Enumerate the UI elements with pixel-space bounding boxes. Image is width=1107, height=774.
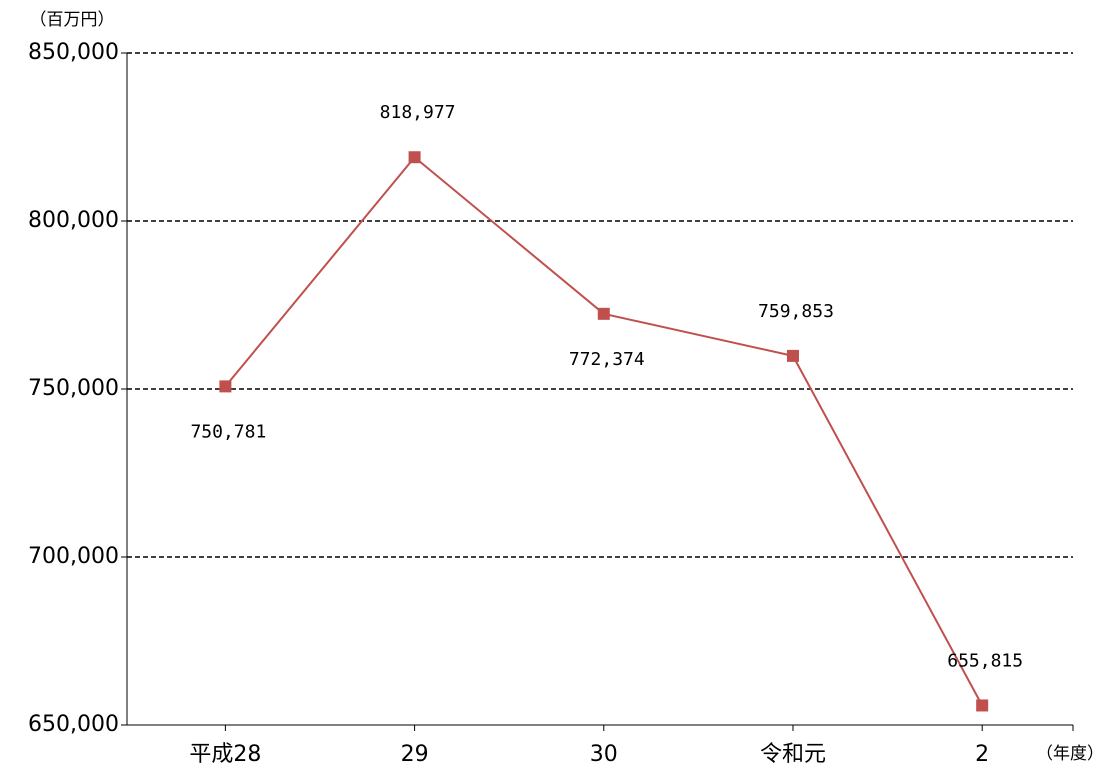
x-axis-label: （年度） [1036,744,1104,764]
data-label: 818,977 [380,102,456,123]
data-label: 655,815 [947,650,1023,671]
y-tick-label: 750,000 [28,376,119,401]
x-tick-label: 2 [975,742,989,767]
series-line [224,155,984,706]
data-point [786,349,799,362]
data-label: 772,374 [569,349,645,370]
y-axis-label: （百万円） [30,10,115,30]
data-label: 759,853 [758,301,834,322]
data-point [219,380,232,393]
data-point [408,151,421,164]
x-tick-label: 平成28 [189,742,261,767]
x-tick-label: 29 [401,742,429,767]
y-tick-label: 700,000 [28,544,119,569]
x-tick-label: 30 [590,742,618,767]
data-point [597,307,610,320]
x-tick-label: 令和元 [760,742,826,767]
y-tick-label: 650,000 [28,712,119,737]
data-label: 750,781 [190,421,266,442]
y-tick-label: 850,000 [28,40,119,65]
data-point [976,699,989,712]
y-tick-label: 800,000 [28,208,119,233]
